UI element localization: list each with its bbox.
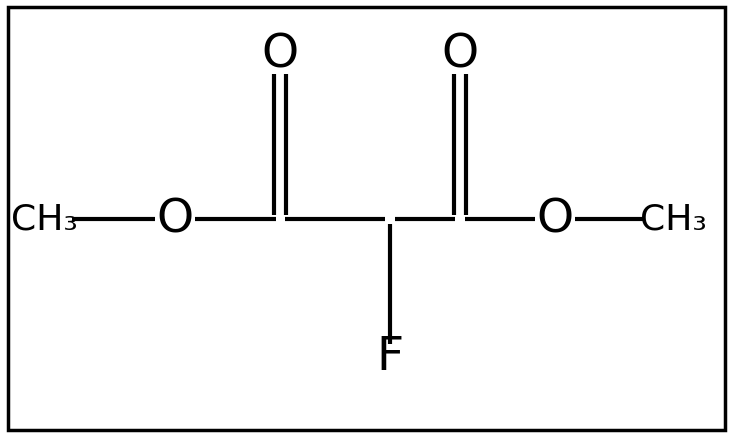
Text: O: O [156, 197, 194, 242]
Text: O: O [262, 32, 298, 78]
Text: O: O [537, 197, 573, 242]
Text: CH₃: CH₃ [10, 202, 78, 237]
Text: CH₃: CH₃ [640, 202, 707, 237]
Text: F: F [377, 335, 404, 380]
Text: O: O [441, 32, 479, 78]
